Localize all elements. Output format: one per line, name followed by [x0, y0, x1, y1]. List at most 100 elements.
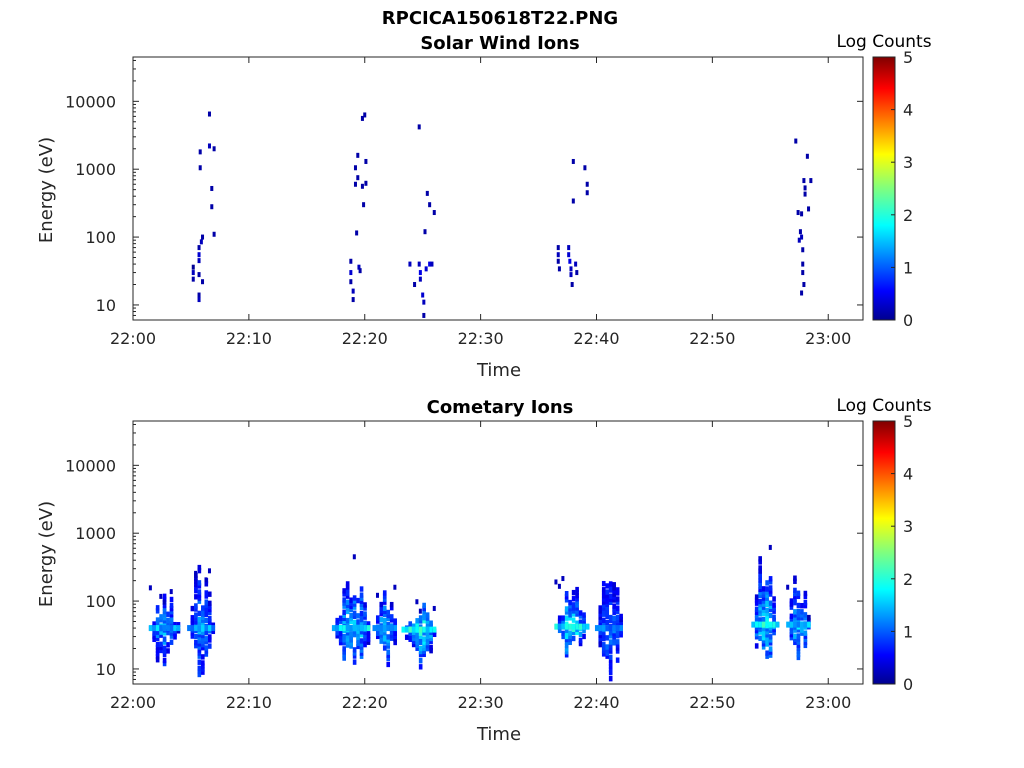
data-cell [418, 270, 422, 276]
data-cell [194, 575, 198, 582]
data-cell [768, 649, 773, 655]
data-cell [201, 638, 205, 645]
data-cell [615, 642, 620, 648]
data-cell [564, 594, 569, 600]
data-cell [197, 647, 202, 653]
data-cell [379, 638, 384, 644]
data-cell [796, 654, 801, 661]
data-cell [204, 602, 209, 608]
data-cell [608, 657, 613, 664]
data-cell [379, 607, 384, 614]
data-cell [201, 666, 205, 672]
data-cell [166, 620, 170, 627]
data-cell [389, 629, 394, 635]
data-cell [608, 642, 613, 648]
data-cell [418, 651, 423, 658]
data-cell [197, 641, 202, 647]
data-cell [194, 578, 198, 585]
data-cell [801, 270, 805, 276]
data-cell [422, 642, 426, 648]
data-cell [352, 610, 357, 616]
data-cell [351, 297, 355, 303]
data-cell [570, 282, 574, 288]
data-cell [352, 595, 357, 601]
data-cell [754, 597, 759, 603]
data-cell [415, 599, 419, 605]
data-cell [386, 655, 391, 662]
data-cell [612, 634, 616, 640]
data-cell [601, 617, 606, 624]
data-cell [796, 648, 801, 655]
data-cell [197, 245, 201, 251]
data-cell [564, 652, 569, 658]
data-cell [568, 633, 572, 639]
data-cell [382, 596, 387, 602]
data-cell [201, 617, 205, 623]
data-cell [363, 112, 367, 118]
data-cell [612, 606, 616, 612]
data-cell [353, 181, 357, 187]
data-cell [197, 671, 202, 678]
data-cell [366, 639, 371, 645]
data-cell [338, 636, 343, 643]
data-cell [349, 631, 353, 637]
data-cell [201, 279, 205, 285]
data-cell [761, 592, 766, 598]
x-tick-label: 22:10 [226, 329, 272, 348]
data-cell [601, 632, 606, 639]
data-cell [342, 600, 346, 606]
data-cell [567, 245, 571, 251]
data-cell [772, 621, 776, 628]
data-cell [356, 643, 360, 650]
data-cell [803, 602, 808, 609]
data-cell [612, 630, 616, 637]
y-tick-label: 1000 [75, 160, 116, 179]
data-cell [772, 617, 776, 624]
data-cell [568, 615, 572, 621]
data-cell [176, 625, 181, 632]
data-cell [564, 623, 569, 630]
data-cell [155, 653, 160, 660]
data-cell [761, 595, 766, 601]
data-cell [356, 631, 360, 637]
data-cell [758, 629, 762, 635]
data-cell [360, 115, 364, 121]
data-cell [761, 604, 766, 610]
data-cell [612, 609, 616, 615]
data-cell [568, 623, 572, 630]
data-cell [162, 605, 167, 612]
data-cell [789, 601, 794, 607]
data-cell [761, 616, 766, 623]
data-cell [197, 272, 201, 278]
data-cell [432, 605, 436, 611]
data-cell [422, 636, 426, 642]
data-cell [793, 618, 797, 624]
data-cell [335, 633, 340, 639]
data-cell [418, 648, 423, 655]
data-cell [173, 625, 177, 632]
data-cell [393, 618, 397, 624]
data-cell [345, 642, 350, 648]
data-cell [793, 627, 797, 633]
data-cell [352, 619, 357, 626]
data-cell [418, 626, 423, 633]
data-cell [345, 639, 350, 645]
data-cell [204, 651, 209, 657]
data-cell [571, 608, 576, 614]
colorbar-tick-label: 2 [903, 570, 913, 589]
data-cell [601, 645, 606, 651]
data-cell [363, 629, 367, 636]
data-cell [342, 609, 346, 615]
data-cell [608, 593, 613, 599]
data-cell [345, 584, 350, 590]
data-cell [796, 651, 801, 658]
data-cell [768, 640, 773, 646]
data-cell [601, 625, 606, 632]
data-cell [425, 621, 430, 627]
data-cell [204, 639, 209, 645]
data-cell [389, 601, 394, 608]
data-cell [207, 600, 212, 607]
data-cell [364, 158, 368, 164]
data-cell [768, 628, 773, 634]
x-tick-label: 22:20 [342, 329, 388, 348]
